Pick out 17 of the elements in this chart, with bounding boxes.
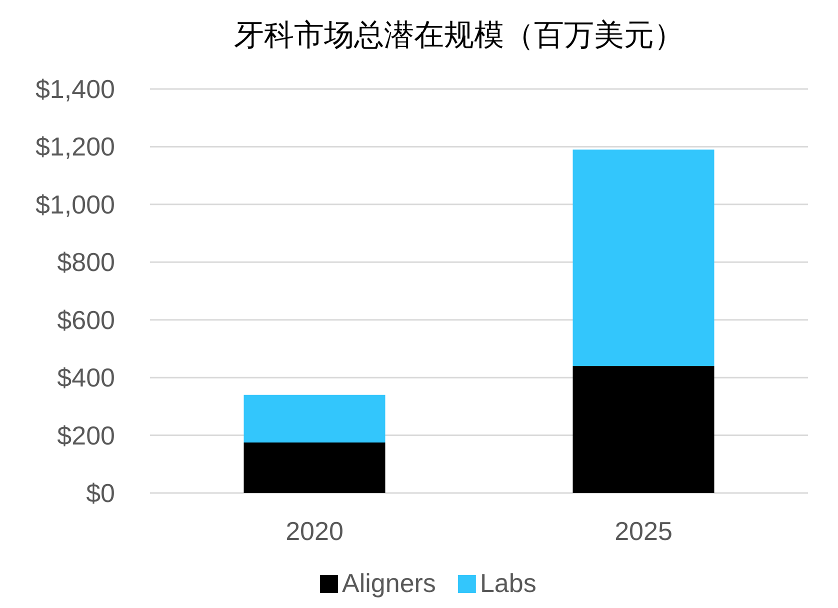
y-tick-label: $1,000: [35, 189, 115, 220]
x-tick-label: 2020: [286, 516, 344, 546]
bar: [572, 150, 714, 366]
y-tick-label: $1,400: [35, 74, 115, 104]
y-tick-label: $200: [57, 420, 115, 450]
legend-label: Labs: [480, 568, 536, 598]
bar: [572, 366, 714, 493]
y-tick-label: $400: [57, 362, 115, 393]
y-tick-label: $0: [86, 478, 115, 508]
y-tick-label: $800: [57, 247, 115, 278]
y-tick-label: $1,200: [35, 132, 115, 162]
bar: [244, 394, 386, 442]
chart-title: 牙科市场总潜在规模（百万美元）: [234, 19, 684, 52]
bar: [244, 442, 386, 493]
legend-label: Aligners: [342, 568, 436, 598]
y-tick-label: $600: [57, 304, 115, 335]
x-tick-label: 2025: [614, 516, 672, 546]
